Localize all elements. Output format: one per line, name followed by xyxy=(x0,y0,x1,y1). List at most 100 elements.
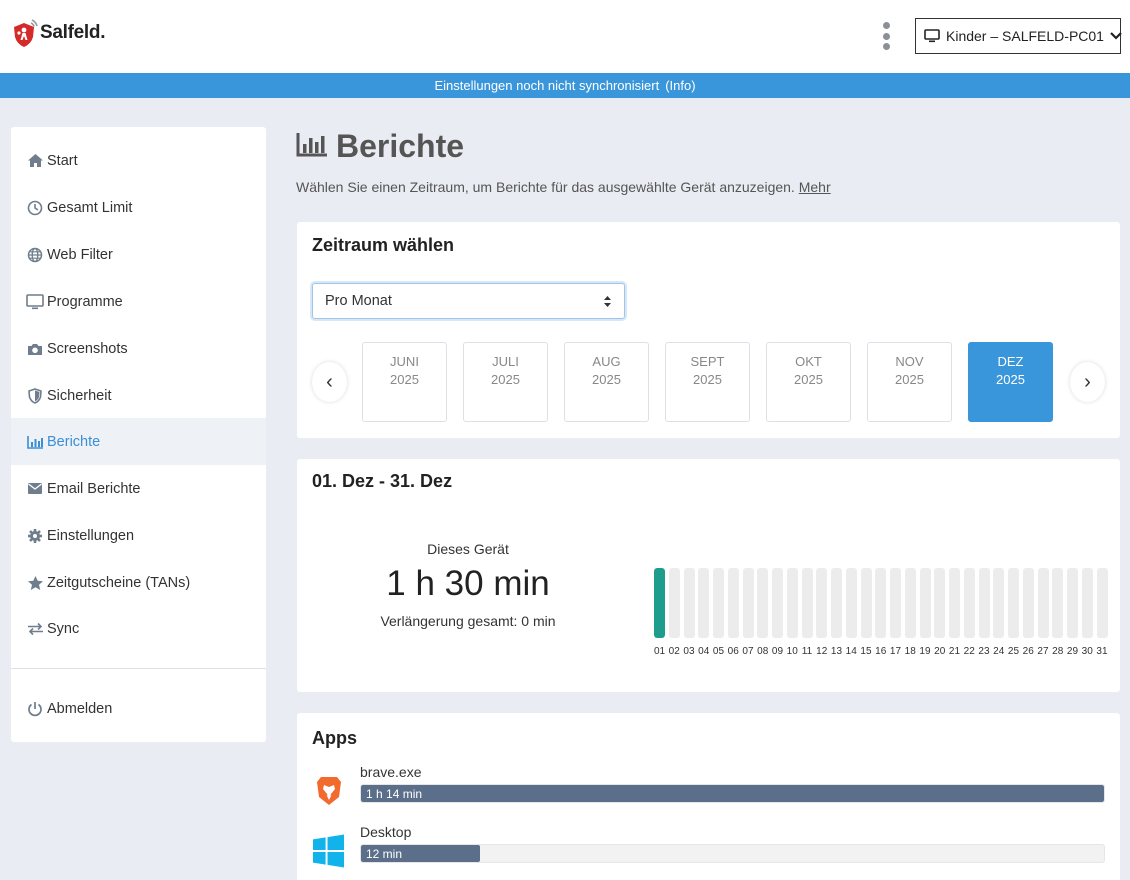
month-tile-aug[interactable]: AUG 2025 xyxy=(564,342,649,422)
sidebar-item-label: Abmelden xyxy=(47,700,113,717)
sidebar-item-zeitgutscheine[interactable]: Zeitgutscheine (TANs) xyxy=(11,559,266,606)
day-bar-06 xyxy=(727,568,739,638)
day-bar-04 xyxy=(698,568,710,638)
bar-chart-icon xyxy=(26,433,44,451)
month-tile-okt[interactable]: OKT 2025 xyxy=(766,342,851,422)
page-description: Wählen Sie einen Zeitraum, um Berichte f… xyxy=(296,179,831,195)
previous-month-button[interactable]: ‹ xyxy=(312,362,347,402)
chevron-left-icon: ‹ xyxy=(326,370,333,393)
app-usage-fill xyxy=(361,785,1104,802)
period-select-value: Pro Monat xyxy=(325,293,392,309)
day-bar-17 xyxy=(890,568,901,638)
month-tile-juli[interactable]: JULI 2025 xyxy=(463,342,548,422)
day-bar-18 xyxy=(904,568,916,638)
dot-icon xyxy=(882,43,890,50)
more-options-button[interactable] xyxy=(879,22,893,50)
sidebar-item-abmelden[interactable]: Abmelden xyxy=(11,685,266,732)
day-label: 12 xyxy=(816,646,828,657)
sidebar-item-screenshots[interactable]: Screenshots xyxy=(11,325,266,372)
day-label: 21 xyxy=(948,646,961,657)
day-label: 04 xyxy=(698,646,710,657)
globe-icon xyxy=(26,246,44,264)
sidebar-item-einstellungen[interactable]: Einstellungen xyxy=(11,512,266,559)
dot-icon xyxy=(882,22,890,29)
clock-icon xyxy=(26,199,44,217)
day-bar-15 xyxy=(860,568,872,638)
sidebar-item-label: Zeitgutscheine (TANs) xyxy=(47,574,191,591)
month-tile-month: JULI xyxy=(492,354,519,369)
day-bar-27 xyxy=(1037,568,1049,638)
sidebar-item-label: Einstellungen xyxy=(47,527,135,544)
day-bar-09 xyxy=(772,568,783,638)
day-bar-16 xyxy=(875,568,887,638)
sidebar-item-sicherheit[interactable]: Sicherheit xyxy=(11,372,266,419)
month-tile-year: 2025 xyxy=(996,372,1025,387)
extension-total: Verlängerung gesamt: 0 min xyxy=(380,613,556,629)
exchange-icon xyxy=(26,620,44,638)
page-title-text: Berichte xyxy=(336,128,465,164)
sync-info-link[interactable]: (Info) xyxy=(665,78,696,93)
next-month-button[interactable]: › xyxy=(1070,362,1105,402)
day-label: 23 xyxy=(978,646,990,657)
day-bar-11 xyxy=(801,568,813,638)
device-selector[interactable]: Kinder – SALFELD-PC01 xyxy=(915,18,1123,54)
month-tile-dez[interactable]: DEZ 2025 xyxy=(968,342,1053,422)
day-bar-26 xyxy=(1022,568,1034,638)
app-row-brave[interactable]: brave.exe 1 h 14 min xyxy=(312,764,1105,814)
windows-icon xyxy=(312,834,345,868)
day-label: 29 xyxy=(1066,646,1079,657)
device-selector-label: Kinder – SALFELD-PC01 xyxy=(946,28,1104,44)
sidebar-item-sync[interactable]: Sync xyxy=(11,605,266,652)
day-label: 17 xyxy=(889,646,902,657)
sidebar-item-label: Programme xyxy=(47,293,123,310)
sidebar-item-berichte[interactable]: Berichte xyxy=(11,418,266,465)
sidebar-item-programme[interactable]: Programme xyxy=(11,278,266,325)
monitor-icon xyxy=(26,293,44,311)
app-name: Desktop xyxy=(360,824,412,840)
sidebar-item-start[interactable]: Start xyxy=(11,137,266,184)
month-tile-sept[interactable]: SEPT 2025 xyxy=(665,342,750,422)
sync-banner: Einstellungen noch nicht synchronisiert … xyxy=(0,73,1130,98)
sidebar-item-label: Sicherheit xyxy=(47,387,112,404)
month-tile-month: SEPT xyxy=(690,354,725,369)
month-tile-month: NOV xyxy=(895,354,924,369)
day-bar-10 xyxy=(786,568,798,638)
summary-card-title: 01. Dez - 31. Dez xyxy=(312,471,453,491)
day-label: 05 xyxy=(712,646,725,657)
total-time: 1 h 30 min xyxy=(386,564,550,603)
home-icon xyxy=(26,152,44,170)
sidebar-item-gesamt-limit[interactable]: Gesamt Limit xyxy=(11,184,266,231)
more-link[interactable]: Mehr xyxy=(798,179,831,195)
sidebar-item-label: Start xyxy=(47,152,78,169)
app-row-desktop[interactable]: Desktop 12 min xyxy=(312,824,1105,874)
day-label: 19 xyxy=(919,646,931,657)
period-card-title: Zeitraum wählen xyxy=(312,235,455,255)
monitor-icon xyxy=(924,29,940,43)
bar-chart-icon xyxy=(296,131,328,162)
day-bar-28 xyxy=(1052,568,1064,638)
day-label: 15 xyxy=(860,646,872,657)
month-tile-juni[interactable]: JUNI 2025 xyxy=(362,342,447,422)
day-label: 13 xyxy=(830,646,843,657)
day-bar-24 xyxy=(993,568,1005,638)
app-usage-fill xyxy=(361,845,480,862)
sort-icon xyxy=(603,295,612,312)
top-header: Salfeld. Kinder – SALFELD-PC01 xyxy=(0,0,1130,73)
day-bar-22 xyxy=(963,568,975,638)
day-bar-31 xyxy=(1096,568,1108,638)
day-label: 28 xyxy=(1052,646,1064,657)
sidebar-item-email-berichte[interactable]: Email Berichte xyxy=(11,465,266,512)
day-bar-19 xyxy=(919,568,931,638)
app-duration: 12 min xyxy=(366,847,403,861)
dot-icon xyxy=(882,32,890,40)
period-select[interactable]: Pro Monat xyxy=(312,283,625,319)
chevron-down-icon xyxy=(1109,31,1123,41)
day-bar-13 xyxy=(831,568,842,638)
sidebar-item-web-filter[interactable]: Web Filter xyxy=(11,231,266,278)
day-label: 30 xyxy=(1081,646,1093,657)
month-tile-nov[interactable]: NOV 2025 xyxy=(867,342,952,422)
logo-text: Salfeld. xyxy=(40,22,106,43)
salfeld-logo[interactable]: Salfeld. xyxy=(10,18,105,48)
day-label: 01 xyxy=(653,646,666,657)
app-duration: 1 h 14 min xyxy=(366,787,423,801)
